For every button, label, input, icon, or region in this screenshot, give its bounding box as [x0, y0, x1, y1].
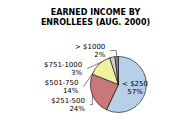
svg-text:EARNED INCOME BY: EARNED INCOME BY [51, 8, 141, 17]
svg-text:$751-1000: $751-1000 [44, 61, 82, 69]
svg-text:2%: 2% [94, 51, 105, 59]
svg-text:$501-750: $501-750 [45, 79, 79, 87]
svg-text:3%: 3% [71, 69, 82, 77]
svg-text:ENROLLEES (AUG. 2000): ENROLLEES (AUG. 2000) [41, 18, 150, 27]
svg-text:> $1000: > $1000 [75, 43, 105, 51]
svg-text:24%: 24% [69, 105, 85, 113]
svg-text:$251-500: $251-500 [51, 97, 85, 105]
svg-text:< $250: < $250 [122, 80, 148, 88]
svg-text:14%: 14% [63, 87, 79, 95]
svg-text:57%: 57% [127, 88, 143, 96]
